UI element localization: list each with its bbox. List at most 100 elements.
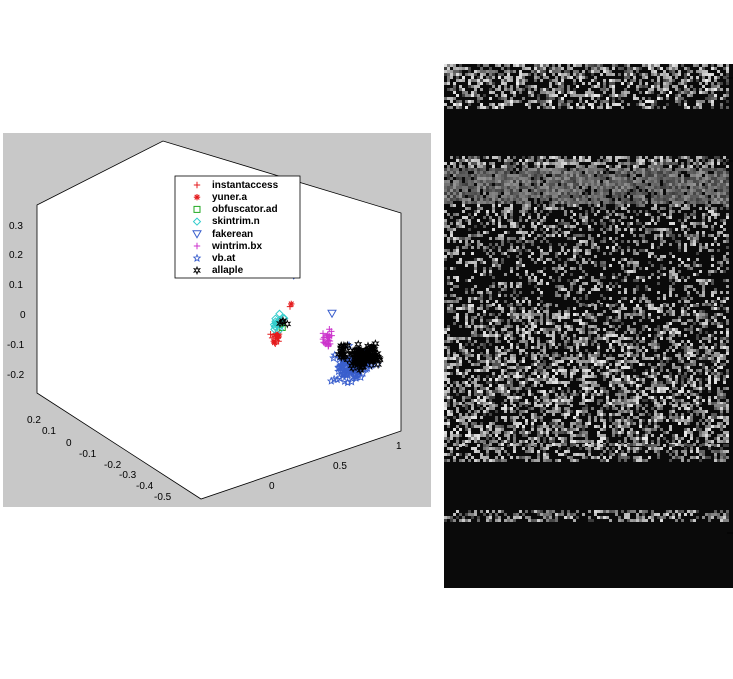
texture-cell — [525, 270, 528, 273]
texture-cell — [573, 159, 576, 162]
texture-cell — [516, 174, 519, 177]
texture-cell — [594, 192, 597, 195]
texture-cell — [543, 192, 546, 195]
texture-cell — [660, 156, 663, 159]
texture-cell — [720, 304, 723, 307]
texture-cell — [594, 390, 597, 393]
texture-cell — [495, 213, 498, 216]
texture-cell — [459, 186, 462, 189]
texture-cell — [525, 231, 528, 234]
texture-cell — [501, 201, 504, 204]
texture-cell — [567, 316, 570, 319]
texture-cell — [654, 195, 657, 198]
texture-cell — [609, 381, 612, 384]
texture-cell — [558, 91, 561, 94]
texture-cell — [450, 186, 453, 189]
texture-cell — [681, 174, 684, 177]
texture-cell — [693, 168, 696, 171]
texture-cell — [477, 325, 480, 328]
texture-cell — [714, 207, 717, 210]
texture-cell — [708, 384, 711, 387]
texture-cell — [537, 390, 540, 393]
texture-cell — [444, 222, 447, 225]
texture-cell — [705, 225, 708, 228]
texture-cell — [645, 357, 648, 360]
texture-cell — [531, 70, 534, 73]
texture-cell — [633, 171, 636, 174]
texture-cell — [699, 174, 702, 177]
texture-cell — [705, 316, 708, 319]
texture-cell — [501, 177, 504, 180]
texture-cell — [708, 303, 711, 306]
texture-cell — [711, 249, 714, 252]
texture-cell — [495, 186, 498, 189]
texture-cell — [636, 67, 639, 70]
texture-cell — [612, 177, 615, 180]
texture-cell — [606, 97, 609, 100]
texture-cell — [594, 307, 597, 310]
texture-cell — [699, 67, 702, 70]
texture-cell — [492, 195, 495, 198]
texture-cell — [498, 334, 501, 337]
texture-cell — [555, 363, 558, 366]
texture-cell — [618, 213, 621, 216]
texture-cell — [468, 180, 471, 183]
texture-cell — [450, 189, 453, 192]
texture-cell — [453, 322, 456, 325]
texture-cell — [618, 310, 621, 313]
texture-cell — [465, 106, 468, 109]
texture-cell — [501, 82, 504, 85]
texture-cell — [495, 198, 498, 201]
texture-cell — [642, 240, 645, 243]
texture-cell — [456, 79, 459, 82]
texture-cell — [615, 180, 618, 183]
texture-cell — [612, 346, 615, 349]
texture-cell — [525, 204, 528, 207]
texture-cell — [657, 297, 660, 300]
texture-cell — [651, 387, 654, 390]
texture-cell — [651, 91, 654, 94]
texture-cell — [480, 165, 483, 168]
texture-cell — [561, 73, 564, 76]
texture-cell — [666, 310, 669, 313]
texture-cell — [549, 334, 552, 337]
texture-cell — [456, 307, 459, 310]
texture-cell — [621, 297, 624, 300]
texture-cell — [531, 180, 534, 183]
texture-cell — [657, 328, 660, 331]
texture-cell — [444, 249, 447, 252]
texture-cell — [555, 381, 558, 384]
data-point — [336, 367, 346, 376]
texture-cell — [711, 159, 714, 162]
texture-cell — [636, 219, 639, 222]
texture-cell — [714, 88, 717, 91]
texture-cell — [615, 186, 618, 189]
texture-cell — [636, 288, 639, 291]
texture-cell — [555, 156, 558, 159]
texture-cell — [543, 372, 546, 375]
texture-cell — [633, 340, 636, 343]
texture-cell — [606, 67, 609, 70]
texture-cell — [570, 282, 573, 285]
texture-cell — [588, 225, 591, 228]
texture-cell — [618, 204, 621, 207]
texture-cell — [591, 210, 594, 213]
texture-cell — [591, 228, 594, 231]
texture-cell — [588, 313, 591, 316]
texture-cell — [621, 156, 624, 159]
texture-cell — [591, 357, 594, 360]
texture-cell — [486, 319, 489, 322]
texture-cell — [570, 267, 573, 270]
texture-cell — [615, 174, 618, 177]
texture-cell — [453, 195, 456, 198]
texture-cell — [699, 73, 702, 76]
texture-cell — [465, 384, 468, 387]
texture-cell — [579, 264, 582, 267]
texture-cell — [621, 322, 624, 325]
texture-cell — [606, 390, 609, 393]
texture-cell — [528, 319, 531, 322]
texture-cell — [660, 195, 663, 198]
texture-cell — [552, 106, 555, 109]
texture-cell — [702, 195, 705, 198]
texture-cell — [711, 255, 714, 258]
